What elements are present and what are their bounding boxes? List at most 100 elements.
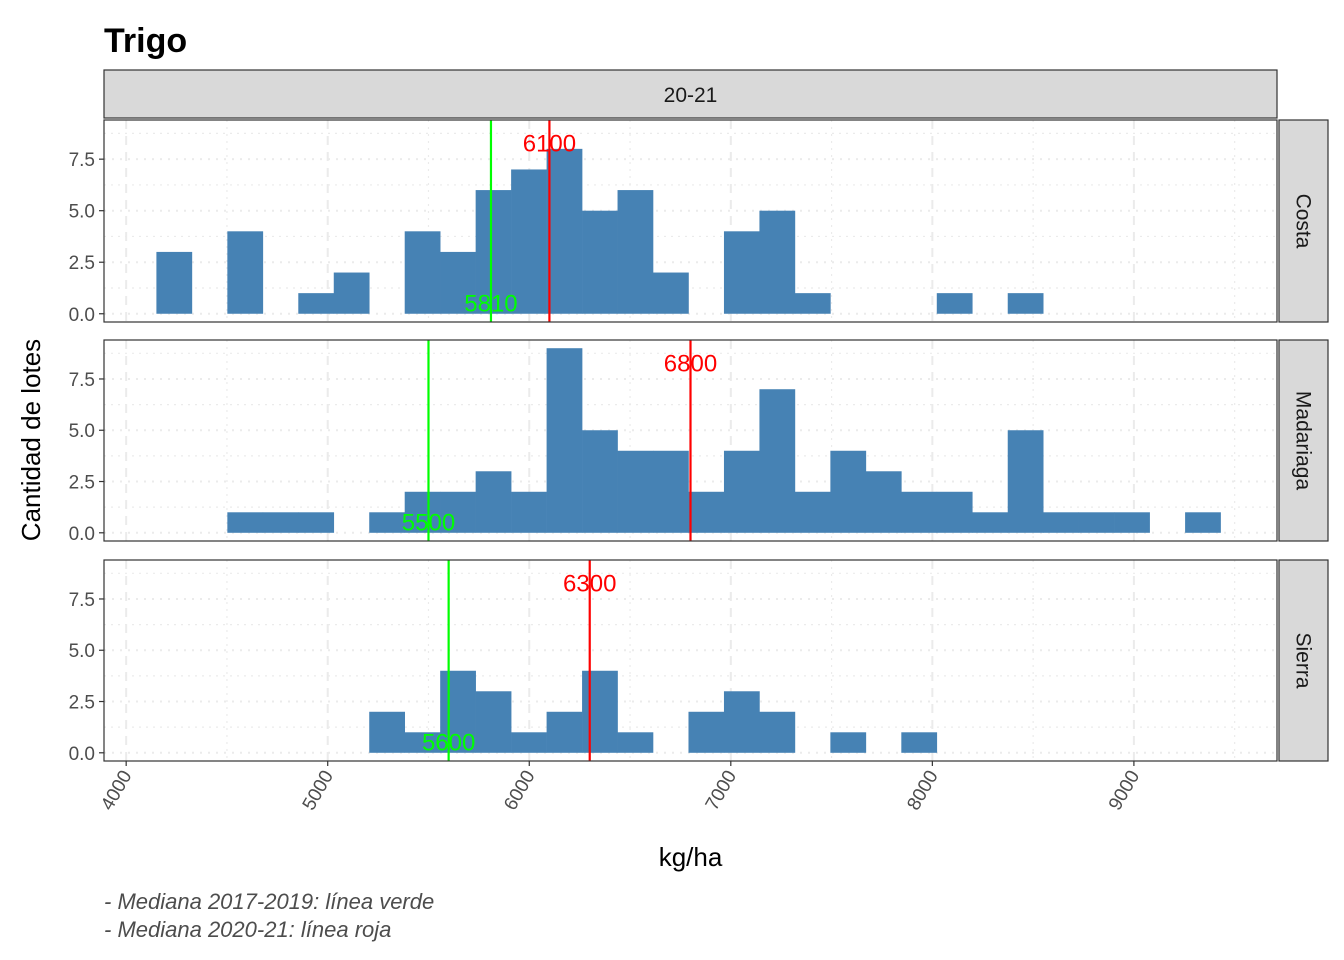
histogram-bar: [617, 190, 654, 314]
histogram-bar: [830, 450, 867, 533]
x-tick-label: 7000: [702, 767, 741, 814]
histogram-bar: [759, 210, 796, 314]
y-tick-label: 5.0: [69, 421, 95, 442]
histogram-bar: [582, 430, 618, 533]
y-tick-label: 5.0: [69, 202, 95, 223]
panel-sierra: 5600 6300 0.0 2.5 5.0 7.5 Sierra: [69, 559, 1329, 765]
histogram-bar: [794, 293, 831, 314]
histogram-bar: [582, 670, 618, 753]
histogram-bar: [511, 491, 547, 533]
caption-line-2: - Mediana 2020-21: línea roja: [104, 917, 391, 942]
row-strip: [1278, 339, 1329, 542]
histogram-bar: [901, 491, 938, 533]
panel-border: [103, 119, 1278, 323]
histogram-bar: [865, 471, 902, 533]
histogram-bar: [1007, 430, 1044, 533]
histogram-bar: [156, 251, 193, 314]
median-2020-21-label: 6100: [523, 131, 576, 158]
histogram-bar: [723, 691, 760, 753]
median-2017-2019-label: 5810: [464, 290, 517, 317]
histogram-bar: [936, 293, 973, 314]
histogram-bar: [404, 732, 441, 753]
row-strip-label: Sierra: [1292, 632, 1315, 688]
row-strip: [1278, 559, 1329, 762]
column-strip: [103, 69, 1278, 119]
x-tick-label: 4000: [97, 767, 136, 814]
histogram-bar: [262, 512, 299, 533]
y-axis-label: Cantidad de lotes: [16, 339, 46, 541]
histogram-bar: [723, 450, 760, 533]
histogram-bar: [617, 732, 654, 753]
y-tick-label: 7.5: [69, 150, 95, 171]
row-strip: [1278, 119, 1329, 323]
histogram-bar: [475, 471, 512, 533]
histogram-bar: [227, 512, 264, 533]
median-2020-21-label: 6300: [563, 571, 616, 598]
y-tick-label: 0.0: [69, 305, 95, 326]
histogram-bar: [794, 491, 831, 533]
x-tick-label: 9000: [1105, 767, 1144, 814]
x-tick-label: 5000: [299, 767, 338, 814]
y-tick-label: 2.5: [69, 693, 95, 714]
histogram-bar: [972, 512, 1009, 533]
histogram-bar: [404, 491, 441, 533]
histogram-bar: [440, 491, 476, 533]
y-tick-label: 2.5: [69, 473, 95, 494]
histogram-bar: [617, 450, 654, 533]
histogram-bar: [546, 711, 583, 753]
histogram-bar: [511, 169, 547, 314]
facet-panels: 581061000.02.55.07.5Costa550068000.02.55…: [69, 119, 1329, 765]
histogram-bar: [511, 732, 547, 753]
x-tick-label: 6000: [500, 767, 539, 814]
histogram-bar: [440, 251, 476, 314]
median-2020-21-label: 6800: [664, 351, 717, 378]
histogram-bar: [333, 272, 370, 314]
histogram-bar: [723, 231, 760, 314]
histogram-bar: [227, 231, 264, 314]
panel-border: [103, 559, 1278, 762]
histogram-bar: [475, 190, 512, 314]
column-strip-label: 20-21: [664, 84, 718, 107]
histogram-bar: [1007, 293, 1044, 314]
histogram-bar: [369, 711, 406, 753]
histogram-bar: [1043, 512, 1079, 533]
histogram-bar: [688, 711, 725, 753]
median-2017-2019-label: 5600: [422, 730, 475, 757]
histogram-bar: [901, 732, 938, 753]
histogram-bar: [688, 491, 725, 533]
x-axis-label: kg/ha: [659, 842, 723, 872]
panel-border: [103, 339, 1278, 542]
histogram-bar: [546, 348, 583, 533]
panel-madariaga: 5500 6800 0.0 2.5 5.0 7.5 Madariaga: [69, 339, 1329, 545]
y-tick-label: 2.5: [69, 253, 95, 274]
chart-title: Trigo: [104, 22, 187, 60]
histogram-bar: [653, 450, 689, 533]
histogram-bar: [1185, 512, 1221, 533]
histogram-bar: [298, 512, 335, 533]
histogram-bar: [830, 732, 867, 753]
histogram-bar: [369, 512, 406, 533]
histogram-bar: [298, 293, 335, 314]
panel-background: [104, 120, 1277, 322]
histogram-bar: [1114, 512, 1150, 533]
x-axis: 4000 5000 6000 7000 8000 9000: [97, 761, 1144, 814]
panel-costa: 5810 6100 0.0 2.5 5.0 7.5 Costa: [69, 119, 1329, 326]
y-tick-label: 0.0: [69, 524, 95, 545]
histogram-bar: [936, 491, 973, 533]
row-strip-label: Costa: [1292, 194, 1315, 249]
histogram-bar: [582, 210, 618, 314]
y-tick-label: 7.5: [69, 590, 95, 611]
row-strip-label: Madariaga: [1292, 391, 1315, 491]
y-tick-label: 0.0: [69, 744, 95, 765]
y-tick-label: 5.0: [69, 641, 95, 662]
histogram-bar: [1078, 512, 1115, 533]
median-2017-2019-label: 5500: [402, 510, 455, 537]
histogram-bar: [440, 670, 476, 753]
histogram-bar: [475, 691, 512, 753]
histogram-bar: [759, 711, 796, 753]
x-tick-label: 8000: [903, 767, 942, 814]
histogram-bar: [653, 272, 689, 314]
y-tick-label: 7.5: [69, 370, 95, 391]
histogram-bar: [404, 231, 441, 314]
